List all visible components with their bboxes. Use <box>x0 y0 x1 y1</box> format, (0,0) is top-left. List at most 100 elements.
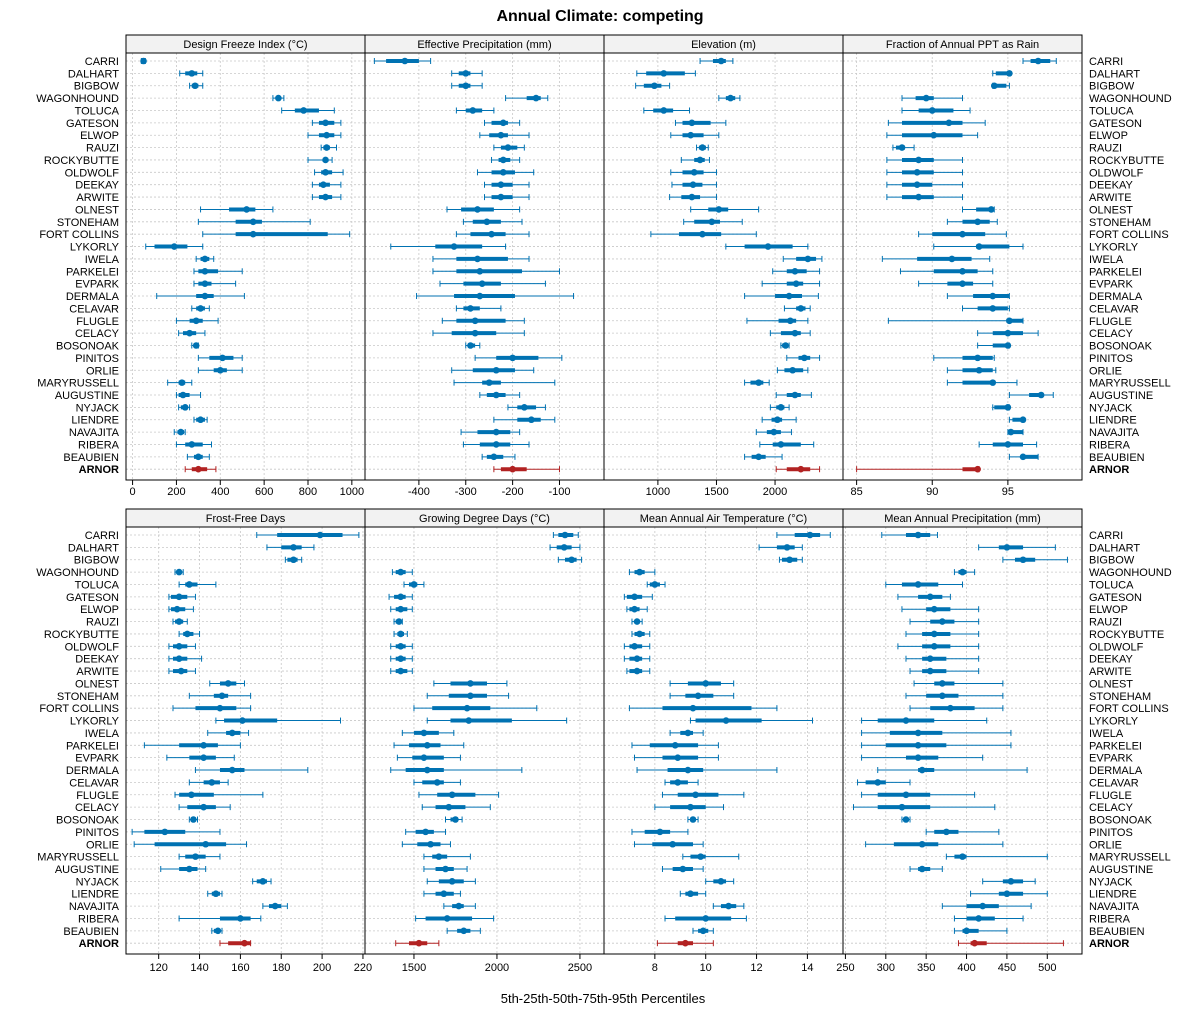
median-point <box>499 119 507 127</box>
median-point <box>902 791 910 799</box>
median-point <box>692 791 699 799</box>
site-label-left-carri: CARRI <box>85 56 119 68</box>
median-point <box>797 305 805 312</box>
mark-ribera <box>178 915 262 922</box>
mark-orlie <box>133 840 248 848</box>
site-label-left-dalhart: DALHART <box>68 68 119 80</box>
median-point <box>684 766 692 774</box>
tick-label: 500 <box>1038 962 1056 974</box>
median-point <box>200 803 207 811</box>
site-label-left-stoneham: STONEHAM <box>57 691 119 703</box>
median-point <box>476 292 484 300</box>
median-point <box>216 366 224 374</box>
median-point <box>806 531 814 539</box>
mark-parkelei <box>393 741 465 749</box>
mark-liendre <box>207 890 223 898</box>
median-point <box>191 82 199 90</box>
median-point <box>397 643 404 650</box>
median-point <box>465 717 473 724</box>
site-label-right-lykorly: LYKORLY <box>1089 242 1139 254</box>
site-label-right-lykorly: LYKORLY <box>1089 716 1139 728</box>
median-point <box>902 816 910 823</box>
median-point <box>679 865 687 873</box>
mark-deekay <box>168 655 203 662</box>
site-label-right-dermala: DERMALA <box>1089 765 1143 777</box>
tick-label: 200 <box>313 962 331 974</box>
mark-beaubien <box>446 927 481 935</box>
median-point <box>212 890 220 898</box>
median-point <box>463 704 471 712</box>
mark-celavar <box>455 305 502 312</box>
mark-iwela <box>669 729 704 737</box>
site-label-left-arwite: ARWITE <box>76 192 119 204</box>
mark-dermala <box>946 292 1010 300</box>
site-label-right-parkelei: PARKELEI <box>1089 266 1142 278</box>
site-label-left-celacy: CELACY <box>75 802 120 814</box>
mark-iwela <box>207 729 250 737</box>
site-label-left-navajita: NAVAJITA <box>69 427 120 439</box>
tick-label: 10 <box>700 962 712 974</box>
median-point <box>898 144 906 151</box>
site-label-left-lykorly: LYKORLY <box>70 242 120 254</box>
panel-frost-free-days: Frost-Free Days 120 140 160 180 200 220 <box>125 508 372 974</box>
site-label-left-rauzi: RAUZI <box>86 617 119 629</box>
median-point <box>322 156 329 164</box>
mark-dermala <box>194 766 309 774</box>
mark-gateson <box>897 593 951 601</box>
median-point <box>722 717 730 724</box>
panel-effective-precipitation-mm: Effective Precipitation (mm) -400 -300 -200… <box>364 34 605 498</box>
median-point <box>492 366 500 374</box>
tick-label: 1500 <box>402 962 426 974</box>
mark-flugle <box>746 317 809 325</box>
tick-label: 450 <box>998 962 1016 974</box>
site-label-left-dalhart: DALHART <box>68 542 119 554</box>
mark-bosonoak <box>444 816 463 823</box>
median-point <box>478 280 486 287</box>
panel-frame <box>603 52 844 481</box>
mark-fort-collins <box>918 230 1007 238</box>
site-label-left-bosonoak: BOSONOAK <box>56 341 120 353</box>
median-point <box>755 453 762 461</box>
median-point <box>448 791 456 799</box>
panel-frame <box>125 526 366 955</box>
mark-bigbow <box>557 556 583 564</box>
tick-label: 1500 <box>704 486 728 498</box>
site-label-right-augustine: AUGUSTINE <box>1089 390 1153 402</box>
mark-olnest <box>446 206 521 213</box>
site-label-left-evpark: EVPARK <box>75 753 119 765</box>
mark-gateson <box>388 593 413 601</box>
site-label-right-celavar: CELAVAR <box>1089 303 1139 315</box>
mark-pinitos <box>925 828 1000 836</box>
panel-title: Fraction of Annual PPT as Rain <box>886 39 1039 51</box>
median-point <box>224 680 232 687</box>
site-label-left-fort-collins: FORT COLLINS <box>39 229 119 241</box>
mark-pinitos <box>631 828 689 836</box>
tick-label: 140 <box>190 962 208 974</box>
site-label-left-parkelei: PARKELEI <box>66 740 119 752</box>
mark-flugle <box>418 791 500 799</box>
median-point <box>497 193 505 201</box>
site-label-right-pinitos: PINITOS <box>1089 827 1133 839</box>
median-point <box>785 292 793 300</box>
median-point <box>488 230 495 238</box>
tick-label: 180 <box>272 962 290 974</box>
mark-navajita <box>941 902 1032 910</box>
mark-beaubien <box>186 453 210 461</box>
site-label-left-wagonhound: WAGONHOUND <box>36 567 119 579</box>
median-point <box>702 680 710 687</box>
median-point <box>987 206 995 213</box>
site-label-left-rauzi: RAUZI <box>86 143 119 155</box>
mark-ribera <box>978 441 1038 448</box>
panel-fraction-of-annual-ppt-as-rain: Fraction of Annual PPT as Rain 85 90 95 <box>842 34 1083 498</box>
mark-carri <box>140 57 147 65</box>
median-point <box>918 840 926 848</box>
mark-elwop <box>886 131 979 139</box>
median-point <box>979 902 986 910</box>
mark-beaubien <box>211 927 223 935</box>
mark-olnest <box>200 206 274 213</box>
mark-lykorly <box>215 717 341 724</box>
mark-navajita <box>262 902 288 910</box>
median-point <box>727 94 734 102</box>
tick-label: 95 <box>1002 486 1014 498</box>
mark-maryrussell <box>946 379 1018 386</box>
